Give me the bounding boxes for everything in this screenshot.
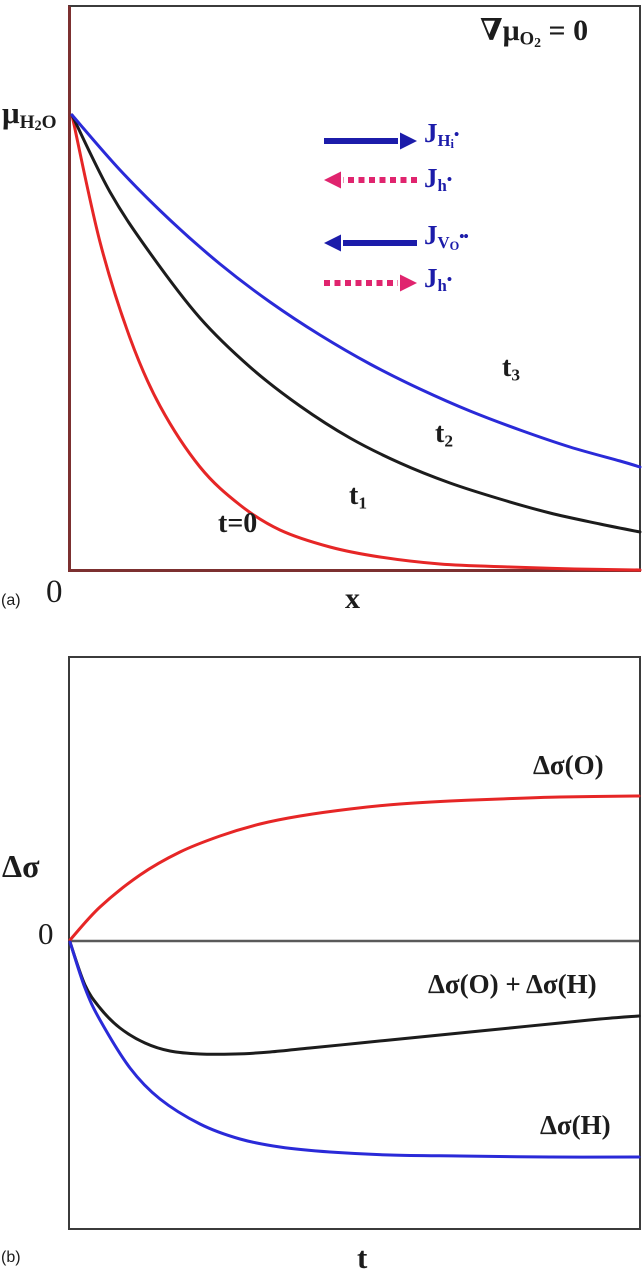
label-delta-sigma-H: Δσ(H): [540, 1112, 611, 1139]
label-segment: t: [435, 418, 445, 449]
label-t1: t1: [349, 482, 367, 512]
label-segment: V: [437, 233, 450, 253]
label-segment: (a): [1, 592, 21, 609]
label-segment: 1: [358, 493, 368, 513]
ylabel-delta-sigma: Δσ: [2, 850, 39, 882]
label-segment: = 0: [540, 14, 589, 47]
label-segment: Δσ(O): [533, 750, 604, 780]
label-delta-sigma-sum: Δσ(O) + Δσ(H): [428, 971, 597, 998]
label-segment: t: [357, 1240, 368, 1275]
xlabel-t: t: [357, 1242, 367, 1273]
label-segment: 2: [444, 431, 454, 451]
label-segment: J: [424, 263, 438, 293]
label-segment: ∇μ: [480, 14, 520, 47]
label-segment: 3: [511, 365, 521, 385]
label-segment: J: [424, 220, 438, 250]
curve-Δσ(H): [68, 940, 641, 1159]
flux-oxygen-vacancy-arrow-head: [324, 234, 341, 252]
label-t0: t=0: [218, 510, 257, 538]
flux-hydrogen-interstitial-arrow-head: [400, 132, 417, 150]
label-segment: i: [450, 137, 454, 152]
curve-t3: [70, 113, 642, 469]
flux-hydrogen-interstitial-label: JHi•: [424, 118, 459, 152]
label-segment: O: [449, 239, 460, 254]
label-segment: H: [437, 131, 451, 151]
flux-oxygen-vacancy-label: JVO••: [424, 220, 469, 254]
flux-hole-co-label: Jh•: [424, 263, 452, 296]
label-segment: ••: [459, 229, 468, 246]
curve-t1: [70, 113, 642, 572]
label-segment: Δσ(O) + Δσ(H): [428, 969, 597, 999]
label-segment: μ: [2, 95, 20, 130]
label-segment: t=0: [218, 508, 258, 539]
panel-tag-a: (a): [1, 593, 21, 609]
label-segment: Δσ(H): [540, 1110, 611, 1140]
annotation-grad-mu-O2: ∇μO2 = 0: [480, 16, 588, 50]
curve-Δσ(O)+Δσ(H): [68, 940, 641, 1056]
label-segment: •: [453, 127, 459, 144]
curve-t2: [70, 113, 642, 534]
label-segment: x: [345, 582, 360, 615]
label-delta-sigma-O: Δσ(O): [533, 752, 604, 779]
ylabel-mu-H2O: μH2O: [2, 97, 57, 133]
label-segment: O: [41, 111, 57, 133]
flux-hole-counter-label: Jh•: [424, 163, 452, 196]
label-segment: J: [424, 163, 438, 193]
label-segment: O: [519, 28, 535, 50]
label-segment: J: [424, 118, 438, 148]
label-segment: •: [446, 272, 452, 289]
origin-zero-b: 0: [38, 918, 54, 949]
label-segment: 0: [38, 916, 54, 951]
flux-hole-counter-arrow-head: [324, 171, 341, 189]
label-t2: t2: [435, 420, 453, 450]
label-segment: 2: [34, 118, 42, 135]
label-segment: Δσ: [2, 848, 40, 884]
xlabel-x: x: [345, 584, 360, 614]
label-segment: 2: [534, 34, 541, 50]
origin-zero-a: 0: [46, 576, 63, 609]
label-segment: H: [19, 111, 35, 133]
label-t3: t3: [502, 354, 520, 384]
label-segment: 0: [46, 574, 63, 610]
curve-Δσ(O): [68, 794, 641, 942]
flux-hole-co-arrow-head: [400, 274, 417, 292]
panel-tag-b: (b): [1, 1250, 21, 1266]
label-segment: h: [437, 276, 447, 296]
label-segment: t: [502, 352, 512, 383]
label-segment: (b): [1, 1249, 21, 1266]
label-segment: h: [437, 176, 447, 196]
panel-a-frame: [68, 5, 641, 572]
label-segment: •: [446, 172, 452, 189]
label-segment: t: [349, 480, 359, 511]
